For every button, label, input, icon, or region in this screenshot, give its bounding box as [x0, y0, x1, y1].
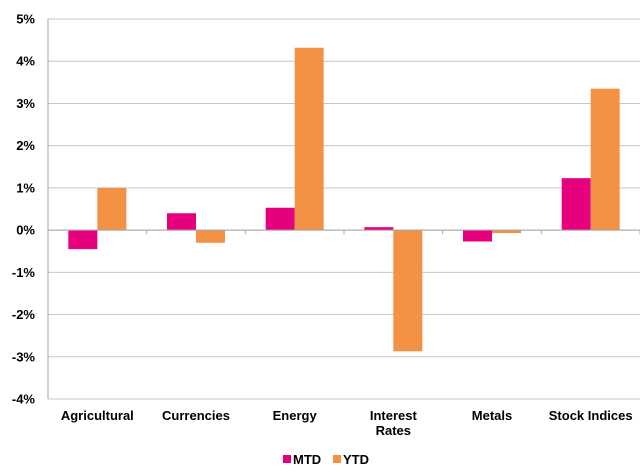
y-tick-label: 5% [16, 12, 35, 27]
y-axis-tick-labels: 5% 4% 3% 2% 1% 0% -1% -2% -3% -4% [12, 12, 36, 407]
x-tick-label: Currencies [162, 408, 230, 423]
gridlines [48, 18, 640, 400]
y-tick-label: -1% [12, 265, 36, 280]
y-tick-label: -4% [12, 392, 36, 407]
bar-ytd [294, 47, 324, 231]
y-tick-label: 3% [16, 96, 35, 111]
x-tick-label: Metals [472, 408, 512, 423]
bar-mtd [561, 178, 591, 231]
legend-label-ytd: YTD [343, 452, 369, 467]
bar-mtd [68, 230, 98, 250]
x-tick-label: Interest [370, 408, 418, 423]
y-tick-label: 4% [16, 54, 35, 69]
legend-swatch-mtd [283, 455, 291, 463]
bar-ytd [393, 230, 423, 352]
bar-ytd [97, 187, 127, 231]
bar-ytd [492, 230, 521, 234]
x-tick-label: Agricultural [61, 408, 134, 423]
bar-mtd [167, 213, 196, 231]
y-tick-label: 2% [16, 138, 35, 153]
x-axis-tick-labels: Agricultural Currencies Energy InterestRate… [61, 408, 633, 438]
bar-mtd [463, 230, 492, 242]
axes [47, 19, 640, 399]
y-tick-label: -3% [12, 349, 36, 364]
y-tick-label: -2% [12, 307, 36, 322]
x-tick-label: Rates [376, 423, 411, 438]
bar-ytd [196, 230, 225, 243]
bar-ytd [590, 88, 620, 231]
legend-swatch-ytd [333, 455, 341, 463]
bars [68, 47, 620, 352]
y-tick-label: 0% [16, 223, 35, 238]
legend-label-mtd: MTD [293, 452, 321, 467]
bar-mtd [265, 207, 295, 231]
legend: MTD YTD [283, 452, 369, 467]
bar-mtd [364, 227, 394, 231]
x-tick-label: Stock Indices [549, 408, 633, 423]
y-tick-label: 1% [16, 180, 35, 195]
x-tick-label: Energy [273, 408, 318, 423]
